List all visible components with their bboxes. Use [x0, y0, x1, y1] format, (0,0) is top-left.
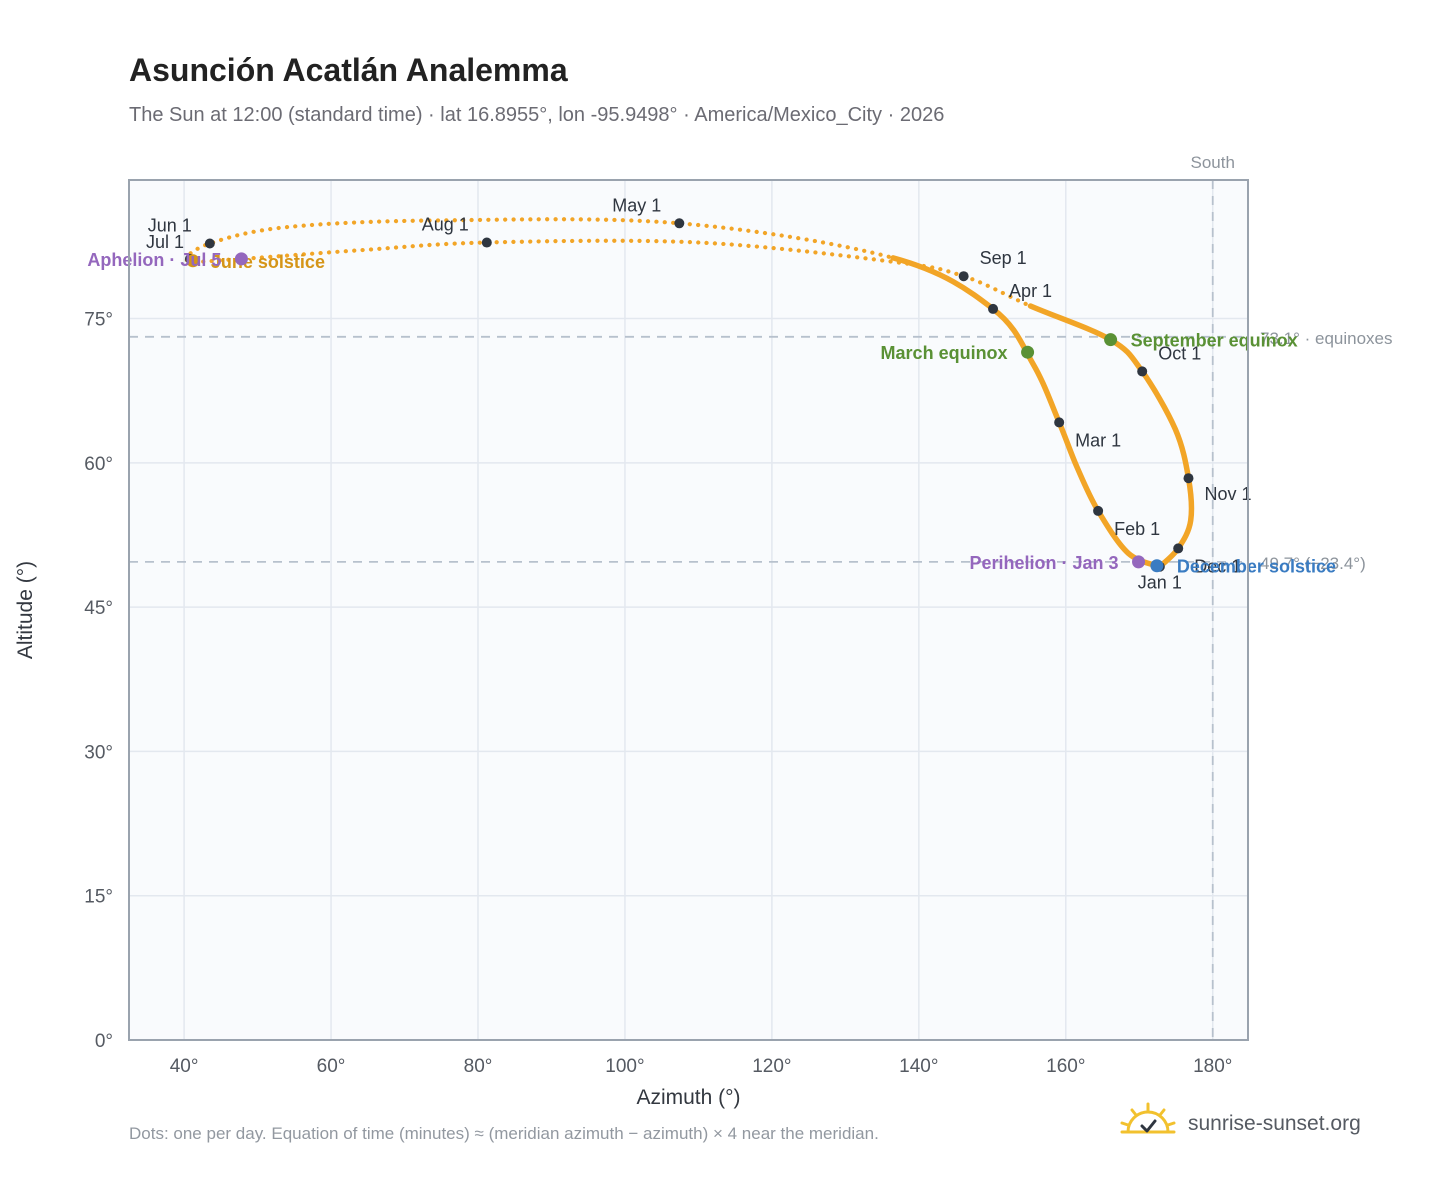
reference-lines: 73.1° · equinoxes 49.7° (−23.4°)	[129, 329, 1393, 573]
month-marker-label: Oct 1	[1158, 343, 1201, 363]
reference-line-label: 73.1° · equinoxes	[1260, 329, 1393, 348]
x-tick-label: 160°	[1046, 1056, 1085, 1077]
x-tick-label: 180°	[1193, 1056, 1232, 1077]
footnote: Dots: one per day. Equation of time (min…	[129, 1124, 879, 1143]
month-marker-dot	[1183, 473, 1194, 484]
month-marker-dot	[674, 218, 685, 229]
y-tick-label: 0°	[95, 1031, 113, 1052]
month-marker-dot	[1173, 543, 1184, 554]
y-axis-label: Altitude (°)	[14, 561, 37, 659]
event-marker-label: September equinox	[1131, 331, 1298, 351]
meridian: South	[1191, 153, 1235, 1040]
event-marker-dot	[1021, 345, 1035, 359]
event-marker-dot	[1132, 555, 1146, 569]
month-marker-dot	[1054, 417, 1065, 428]
month-marker-label: Jun 1	[148, 215, 192, 235]
event-marker-label: June solstice	[211, 252, 325, 272]
event-marker-label: December solstice	[1177, 557, 1336, 577]
plot-frame	[128, 179, 1249, 1041]
month-marker-label: Feb 1	[1114, 519, 1160, 539]
month-marker-dot	[988, 303, 999, 314]
month-marker-label: May 1	[612, 195, 661, 215]
month-marker-label: Apr 1	[1009, 281, 1052, 301]
month-marker-label: Mar 1	[1075, 430, 1121, 450]
month-marker-label: Jan 1	[1138, 573, 1182, 593]
plot-area	[129, 180, 1248, 1040]
x-tick-label: 100°	[605, 1056, 644, 1077]
event-marker-dot	[1104, 333, 1118, 347]
x-axis-label: Azimuth (°)	[636, 1086, 740, 1109]
axes: 40° 60° 80° 100° 120° 140° 160° 180° 0° 15° 30° 45°…	[14, 310, 1232, 1109]
month-marker-dot	[1093, 505, 1104, 516]
event-marker-label: March equinox	[881, 343, 1008, 363]
reference-line-label: 49.7° (−23.4°)	[1260, 554, 1366, 573]
x-tick-label: 120°	[752, 1056, 791, 1077]
brand[interactable]: sunrise-sunset.org	[1120, 1102, 1361, 1146]
event-markers: March equinox September equinox December s…	[87, 250, 1336, 577]
month-marker-dot	[204, 238, 215, 249]
x-tick-label: 40°	[170, 1056, 199, 1077]
meridian-label: South	[1191, 153, 1235, 172]
event-marker-dot	[1150, 559, 1164, 573]
month-marker-label: Nov 1	[1204, 484, 1251, 504]
page-title: Asunción Acatlán Analemma	[129, 52, 568, 88]
event-marker-label: Perihelion · Jan 3	[969, 553, 1118, 573]
month-marker-dot	[1137, 366, 1148, 377]
x-tick-label: 60°	[317, 1056, 346, 1077]
month-marker-dot	[481, 237, 492, 248]
y-tick-label: 15°	[84, 887, 113, 908]
month-marker-label: Jul 1	[146, 232, 184, 252]
y-tick-label: 60°	[84, 454, 113, 475]
y-tick-label: 30°	[84, 742, 113, 763]
event-marker-label: Aphelion · Jul 5	[87, 250, 221, 270]
month-marker-dot	[958, 271, 969, 282]
y-tick-label: 45°	[84, 598, 113, 619]
page-subtitle: The Sun at 12:00 (standard time) · lat 1…	[129, 104, 945, 126]
event-marker-dot	[234, 252, 248, 266]
month-marker-label: Aug 1	[422, 215, 469, 235]
event-marker-dot	[186, 254, 200, 268]
x-tick-label: 140°	[899, 1056, 938, 1077]
sun-icon	[1120, 1102, 1176, 1134]
month-marker-label: Sep 1	[980, 248, 1027, 268]
brand-name[interactable]: sunrise-sunset.org	[1188, 1112, 1361, 1135]
month-marker-label: Dec 1	[1194, 556, 1241, 576]
x-tick-label: 80°	[464, 1056, 493, 1077]
y-tick-label: 75°	[84, 310, 113, 331]
